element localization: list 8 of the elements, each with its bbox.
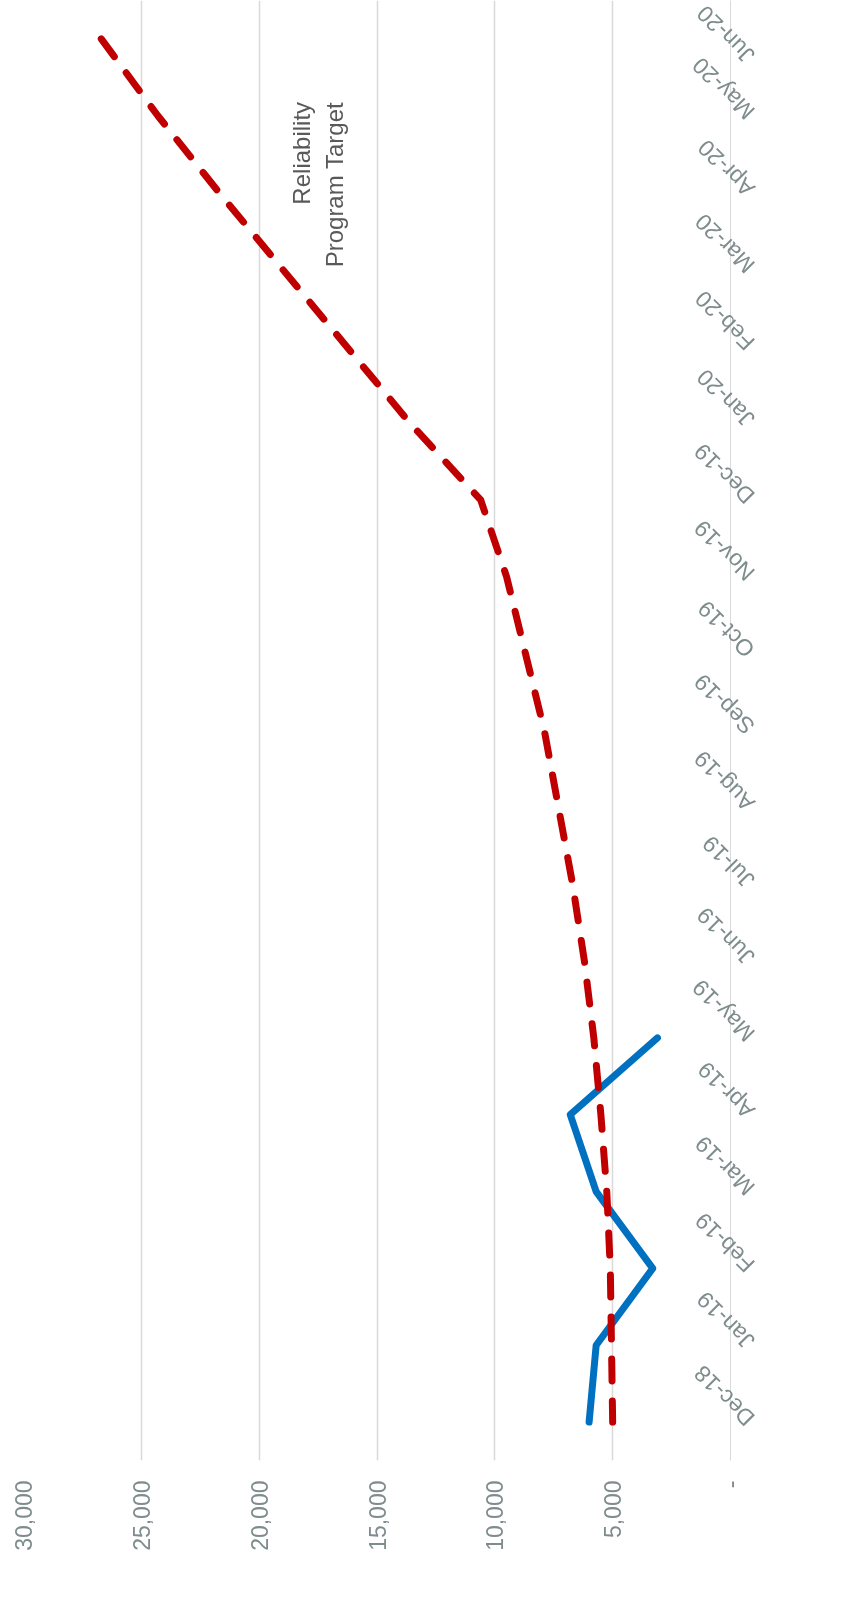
x-tick-label: 15,000: [364, 1480, 391, 1551]
text: Reliability Program Target: [288, 101, 348, 268]
x-tick-label: 30,000: [11, 1480, 37, 1551]
x-tick-label: 25,000: [128, 1480, 155, 1551]
x-tick-label: 20,000: [246, 1480, 273, 1551]
x-tick-label: -: [718, 1480, 744, 1489]
x-tick-label: 5,000: [600, 1480, 627, 1539]
x-tick-label: 10,000: [482, 1480, 509, 1551]
